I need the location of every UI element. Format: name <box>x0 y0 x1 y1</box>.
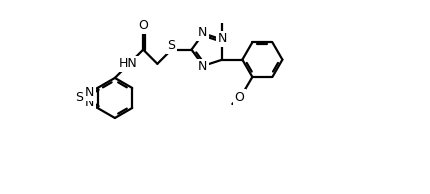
Text: S: S <box>168 39 175 52</box>
Text: N: N <box>198 26 207 39</box>
Text: N: N <box>85 87 94 100</box>
Text: O: O <box>138 19 148 32</box>
Text: S: S <box>75 91 83 105</box>
Text: N: N <box>85 96 94 109</box>
Text: N: N <box>198 60 207 73</box>
Text: N: N <box>218 32 227 45</box>
Text: HN: HN <box>119 57 138 70</box>
Text: O: O <box>234 91 244 104</box>
